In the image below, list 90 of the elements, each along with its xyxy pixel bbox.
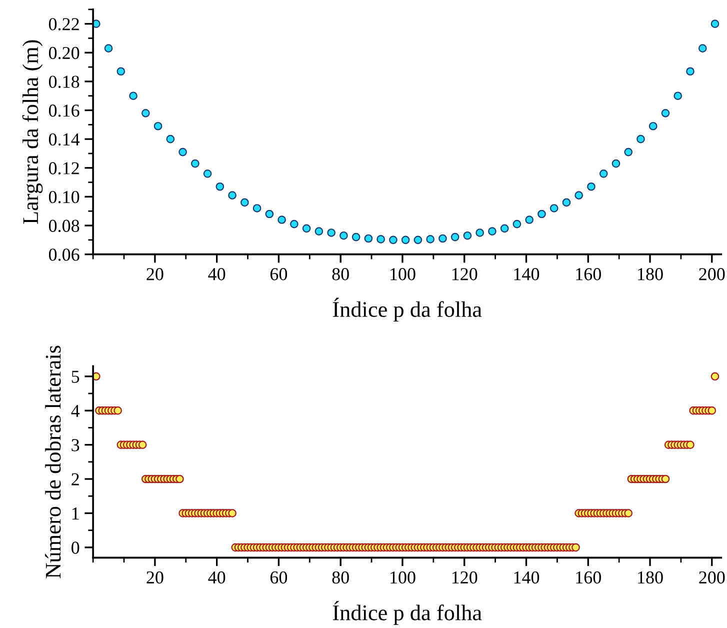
y-tick-label: 0.18 (48, 76, 80, 88)
y-tick-label: 0.16 (48, 104, 80, 117)
point (698, 44, 707, 52)
x-tick-label: 40 (208, 268, 226, 280)
y-tick-label: 0.06 (48, 248, 80, 261)
point (252, 204, 262, 212)
point (141, 108, 150, 118)
x-tick-label: 140 (514, 268, 540, 280)
x-tick-label: 100 (390, 571, 416, 584)
point (364, 234, 373, 243)
point (686, 67, 694, 76)
point (240, 198, 249, 207)
point (340, 231, 348, 240)
x-tick-label: 80 (332, 268, 349, 280)
y-tick-label: 0.22 (48, 18, 79, 30)
x-tick-label: 20 (146, 268, 164, 280)
point (426, 235, 434, 244)
point (414, 236, 422, 244)
point (574, 191, 584, 200)
x-tick-label: 180 (638, 268, 663, 280)
y-tick-label: 1 (72, 508, 79, 520)
y-axis-title: Número de dobras laterais (45, 346, 61, 578)
point (450, 232, 460, 242)
point (203, 169, 212, 178)
point (525, 216, 534, 224)
y-tick-label: 0.10 (48, 190, 80, 204)
point (636, 134, 645, 144)
x-tick-label: 140 (514, 571, 540, 584)
point (178, 148, 187, 156)
y-tick-label: 0.14 (48, 133, 80, 146)
y-tick-label: 0.12 (48, 162, 79, 174)
point (587, 182, 596, 191)
x-tick-label: 100 (390, 268, 416, 280)
point (93, 20, 100, 28)
point (710, 20, 720, 28)
point (599, 169, 608, 178)
x-tick-label: 120 (452, 571, 478, 584)
point (314, 227, 324, 236)
point (389, 236, 398, 244)
point (129, 92, 138, 100)
point (228, 191, 236, 200)
point (401, 236, 410, 244)
x-tick-label: 200 (699, 571, 725, 584)
point (674, 92, 682, 100)
x-tick-label: 80 (332, 571, 349, 584)
point (438, 234, 447, 243)
x-tick-label: 160 (576, 571, 601, 584)
x-tick-label: 180 (638, 571, 663, 584)
y-tick-label: 2 (72, 473, 79, 486)
point (352, 232, 360, 242)
point (488, 227, 496, 236)
point (512, 220, 522, 228)
point (104, 44, 113, 52)
point (278, 216, 286, 224)
point (661, 108, 670, 118)
point (562, 198, 571, 207)
y-axis-title: Largura da folha (m) (22, 40, 43, 224)
y-tick-label: 3 (72, 439, 80, 452)
y-tick-label: 0.08 (48, 220, 80, 232)
x-tick-label: 40 (208, 571, 226, 584)
point (476, 228, 484, 237)
x-tick-label: 160 (576, 268, 601, 280)
point (191, 159, 200, 168)
point (216, 182, 224, 191)
point (265, 210, 274, 218)
point (116, 67, 126, 76)
point (538, 210, 546, 218)
x-tick-label: 20 (146, 571, 164, 584)
point (463, 231, 472, 240)
y-tick-label: 4 (71, 404, 80, 417)
point (500, 224, 509, 233)
y-tick-label: 0 (72, 542, 80, 554)
x-tick-label: 120 (452, 268, 478, 280)
point (166, 134, 175, 144)
point (550, 204, 558, 212)
point (648, 122, 658, 130)
point (302, 224, 311, 233)
point (624, 148, 633, 156)
point (327, 228, 336, 237)
x-tick-label: 60 (270, 268, 288, 280)
x-tick-label: 200 (699, 268, 725, 280)
x-tick-label: 60 (270, 571, 288, 584)
y-tick-label: 5 (72, 370, 80, 383)
point (154, 122, 162, 130)
point (290, 220, 298, 228)
y-tick-label: 0.20 (48, 46, 80, 60)
point (612, 159, 620, 168)
x-axis-title: Índice p da folha (332, 601, 482, 625)
point (376, 235, 385, 244)
x-axis-title: Índice p da folha (332, 298, 482, 322)
